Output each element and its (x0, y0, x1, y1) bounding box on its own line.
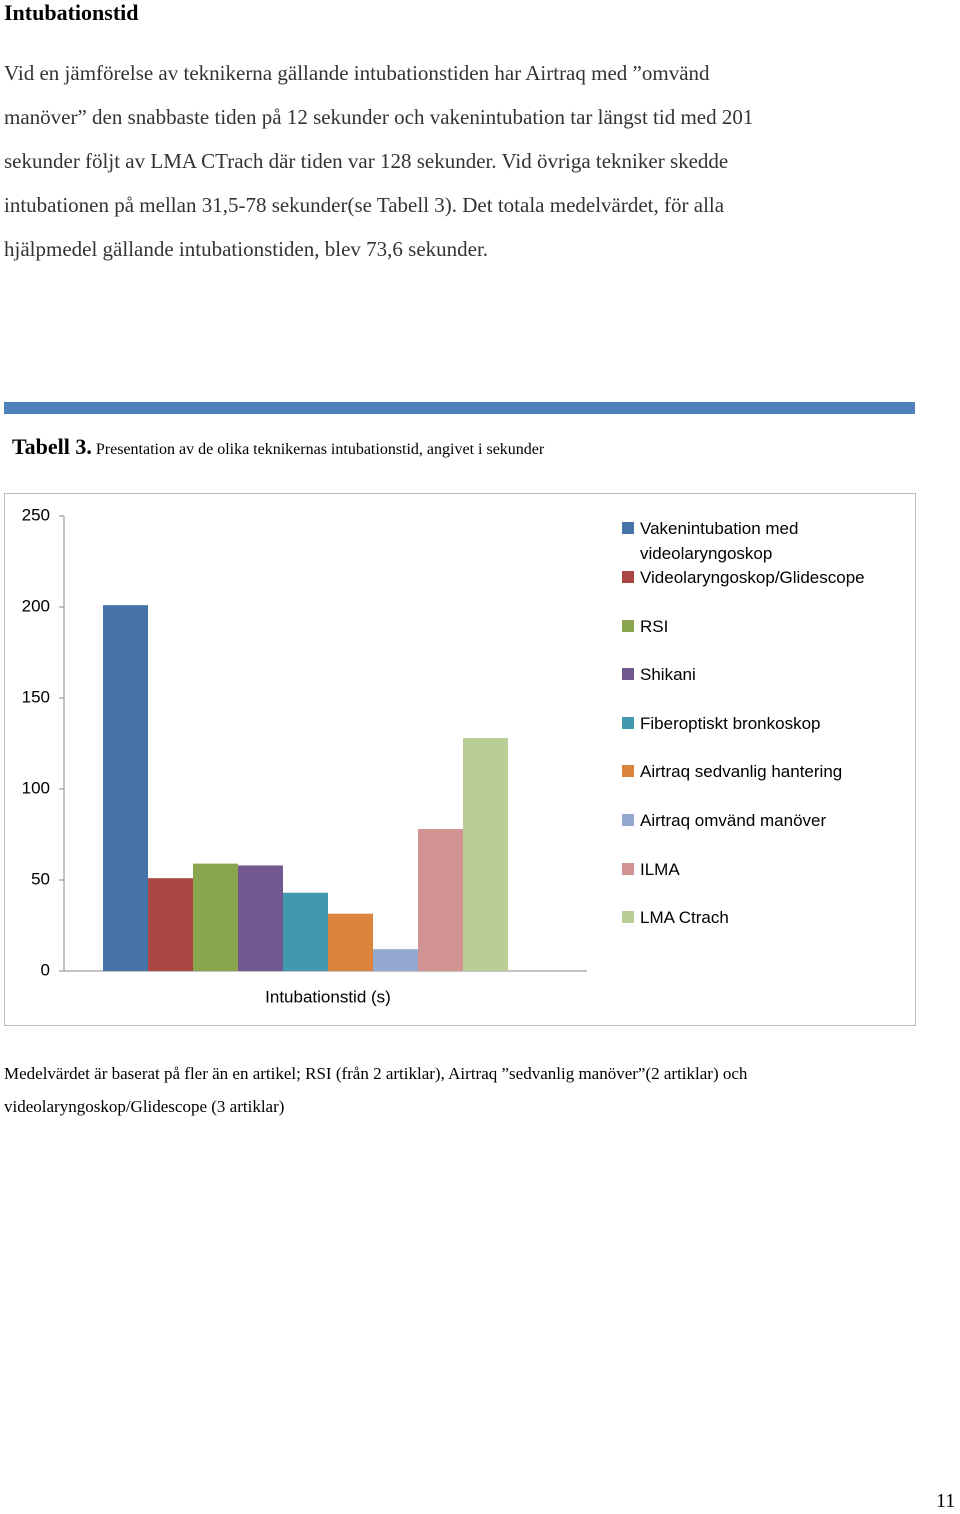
y-tick-label: 50 (31, 869, 50, 888)
paragraph-line: intubationen på mellan 31,5-78 sekunder(… (4, 193, 725, 217)
legend-label: Airtraq sedvanlig hantering (640, 762, 843, 782)
legend-swatch (622, 619, 634, 632)
legend-swatch (622, 668, 634, 681)
paragraph-line: Vid en jämförelse av teknikerna gällande… (4, 61, 710, 85)
y-tick-label: 0 (41, 960, 50, 979)
bar (463, 738, 508, 971)
paragraph-line: sekunder följt av LMA CTrach där tiden v… (4, 149, 729, 173)
caption-label: Tabell 3. (12, 434, 92, 459)
legend-swatch (622, 814, 634, 826)
footnote-line: Medelvärdet är baserat på fler än en art… (4, 1064, 748, 1083)
paragraph-line: hjälpmedel gällande intubationstiden, bl… (4, 237, 489, 261)
legend-label: Fiberoptiskt bronkoskop (640, 713, 821, 733)
heading: Intubationstid (4, 0, 139, 25)
y-tick-label: 150 (22, 687, 50, 706)
legend-swatch (622, 571, 634, 583)
chart: 0 50 100 150 200 250 Intubationstid (s) (4, 493, 916, 1026)
bar (148, 878, 193, 971)
legend-swatch (622, 862, 634, 875)
bar (238, 865, 283, 971)
legend-label: Airtraq omvänd manöver (640, 811, 827, 830)
caption-text: Presentation av de olika teknikernas int… (95, 441, 545, 458)
bar (103, 605, 148, 971)
caption: Tabell 3. Presentation av de olika tekni… (12, 434, 544, 460)
bar (328, 913, 373, 971)
legend-swatch (622, 765, 634, 778)
bar (418, 829, 463, 971)
legend-label: LMA Ctrach (640, 908, 729, 928)
bar (283, 892, 328, 971)
footnote-line: videolaryngoskop/Glidescope (3 artiklar) (4, 1097, 285, 1116)
y-tick-label: 250 (22, 505, 50, 524)
rule (4, 402, 915, 414)
page-number: 11 (936, 1490, 956, 1512)
bar (193, 863, 238, 971)
legend-label: Shikani (640, 665, 696, 685)
legend-label: Videolaryngoskop/Glidescope (640, 568, 865, 587)
legend-swatch (622, 522, 634, 534)
legend-swatch (622, 716, 634, 729)
bar (373, 949, 418, 971)
x-tick-label: Intubationstid (s) (265, 987, 391, 1006)
legend-label: ILMA (640, 859, 680, 879)
legend-swatch (622, 911, 634, 924)
y-tick-label: 200 (22, 596, 50, 615)
y-tick-label: 100 (22, 778, 50, 797)
paragraph-line: manöver” den snabbaste tiden på 12 sekun… (4, 105, 754, 129)
legend-label: Vakenintubation med videolaryngoskop (640, 519, 799, 563)
legend-label: RSI (640, 616, 669, 636)
